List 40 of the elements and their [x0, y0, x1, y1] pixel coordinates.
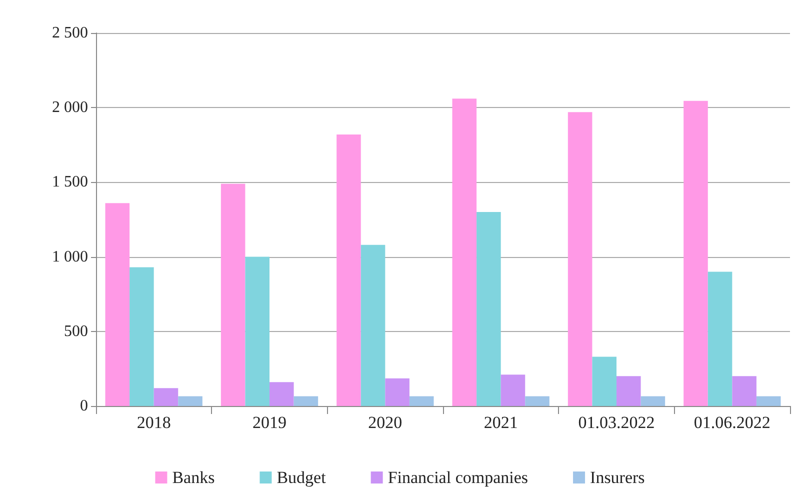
bar	[732, 376, 756, 406]
bar	[756, 396, 781, 406]
y-tick-label: 2 000	[52, 99, 88, 116]
bar	[525, 396, 550, 406]
bar	[294, 396, 318, 406]
x-tick-label: 2018	[136, 413, 171, 432]
bar	[360, 244, 386, 406]
bar	[684, 100, 708, 406]
bar	[336, 134, 361, 406]
bar	[568, 112, 592, 406]
x-tick-label: 01.03.2022	[578, 413, 655, 432]
x-tick-label: 01.06.2022	[694, 413, 770, 432]
legend-label: Insurers	[590, 468, 645, 487]
y-tick-label: 2 500	[52, 24, 88, 42]
bar	[270, 382, 294, 406]
bar	[592, 356, 616, 406]
bar	[245, 256, 270, 406]
bar	[105, 203, 130, 406]
y-tick-label: 500	[64, 322, 88, 340]
bar	[452, 98, 477, 406]
bar	[154, 388, 178, 406]
bar	[500, 374, 526, 406]
bar	[476, 212, 501, 406]
bar	[220, 184, 246, 406]
bar	[130, 267, 154, 406]
bar	[708, 272, 732, 406]
bar	[409, 396, 434, 406]
legend-label: Banks	[172, 468, 215, 487]
legend-label: Financial companies	[388, 468, 528, 487]
x-tick-label: 2019	[252, 413, 286, 432]
x-tick-label: 2021	[484, 413, 518, 432]
x-tick-label: 2020	[368, 413, 402, 432]
y-tick-label: 1 000	[52, 248, 88, 266]
legend-label: Budget	[276, 468, 326, 487]
bar	[178, 396, 202, 406]
bar	[385, 378, 410, 406]
bar	[616, 376, 641, 406]
bar	[640, 396, 666, 406]
y-tick-label: 1 500	[52, 174, 88, 191]
y-tick-label: 0	[80, 398, 88, 414]
